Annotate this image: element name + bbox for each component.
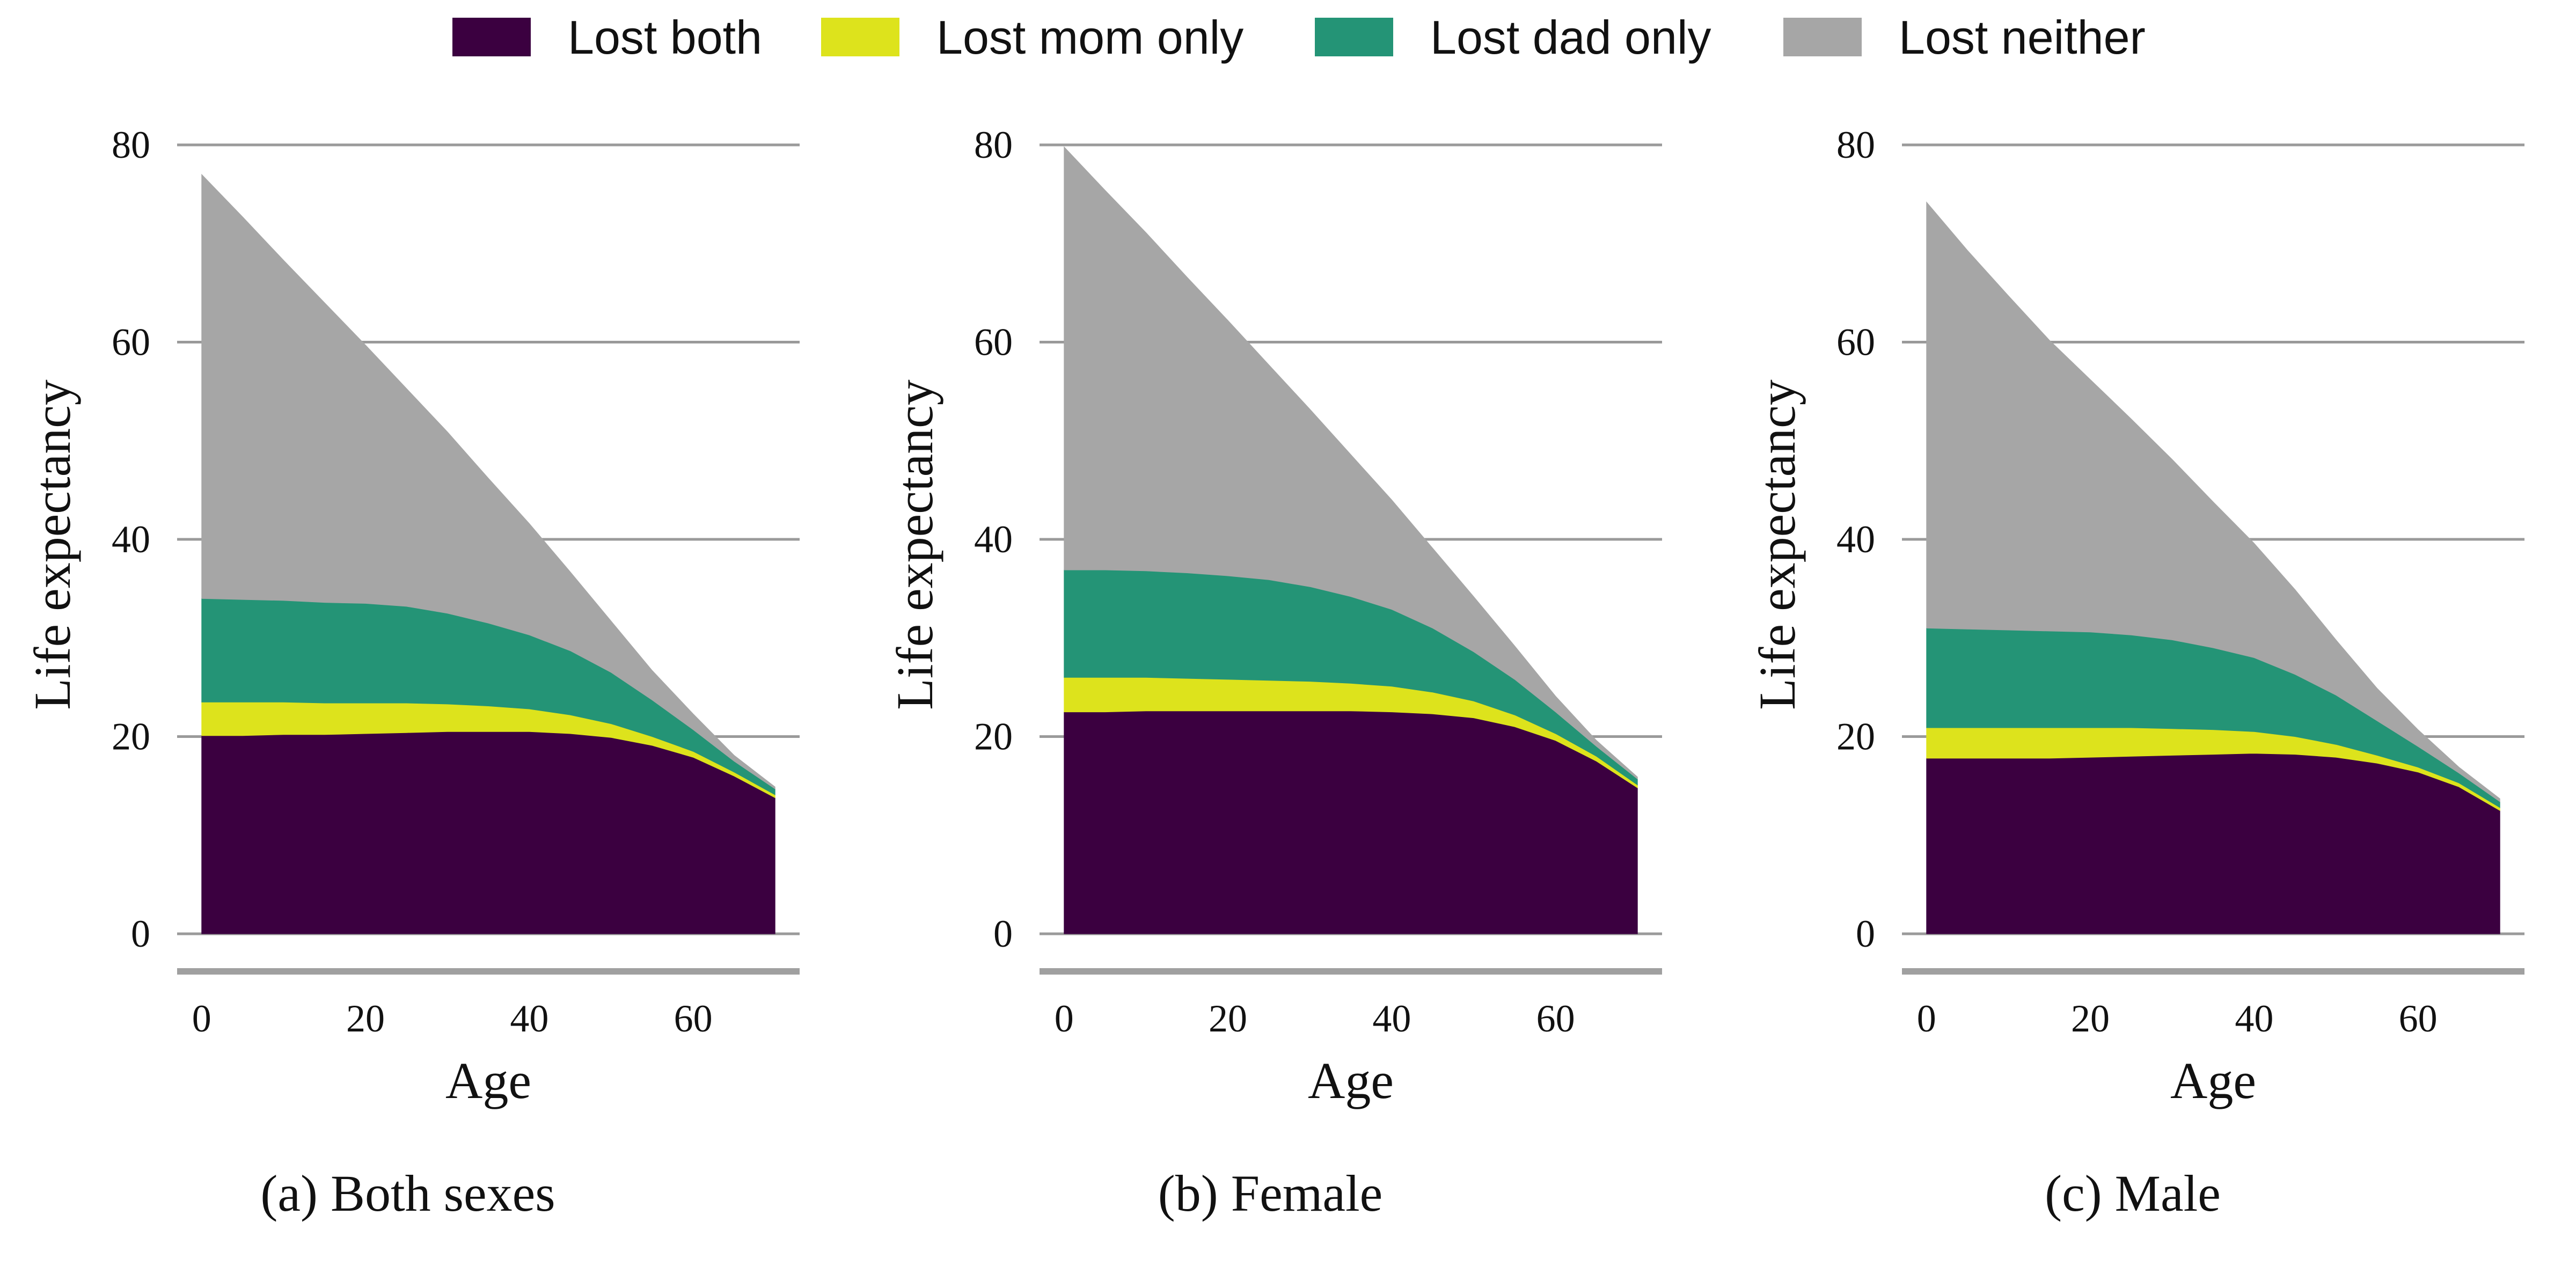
x-tick-label: 60 xyxy=(1536,997,1575,1040)
panel-female: 0 20 40 60 0 20 40 60 80 Age Life expectancy (b) Fe… xyxy=(886,123,1662,1222)
y-tick-label: 60 xyxy=(112,321,150,364)
y-axis-title: Life expectancy xyxy=(24,379,81,710)
y-tick-label: 80 xyxy=(112,123,150,166)
legend-swatch-lost-mom-only xyxy=(821,18,899,56)
y-tick-label: 0 xyxy=(1856,912,1875,955)
y-tick-label: 80 xyxy=(1836,123,1875,166)
x-tick-label: 60 xyxy=(674,997,713,1040)
legend-label-lost-both: Lost both xyxy=(568,11,762,64)
legend-item-lost-dad-only: Lost dad only xyxy=(1315,11,1711,64)
y-tick-label: 20 xyxy=(112,715,150,758)
y-tick-label: 20 xyxy=(974,715,1013,758)
x-axis-title: Age xyxy=(2170,1052,2256,1109)
legend-swatch-lost-neither xyxy=(1783,18,1862,56)
panel-male: 0 20 40 60 0 20 40 60 80 Age Life expectancy (c) Ma… xyxy=(1748,123,2524,1222)
x-tick-label: 20 xyxy=(346,997,385,1040)
legend-item-lost-mom-only: Lost mom only xyxy=(821,11,1243,64)
y-tick-label: 20 xyxy=(1836,715,1875,758)
area-lost-both xyxy=(1926,753,2500,934)
y-tick-label: 0 xyxy=(131,912,150,955)
area-lost-neither xyxy=(1926,201,2500,802)
y-tick-label: 60 xyxy=(974,321,1013,364)
x-axis-title: Age xyxy=(445,1052,531,1109)
legend: Lost both Lost mom only Lost dad only Lost … xyxy=(452,11,2146,64)
x-tick-label: 0 xyxy=(1055,997,1074,1040)
x-tick-label: 40 xyxy=(510,997,548,1040)
legend-label-lost-dad-only: Lost dad only xyxy=(1430,11,1711,64)
y-tick-label: 40 xyxy=(974,518,1013,561)
area-lost-neither xyxy=(201,173,775,789)
legend-item-lost-both: Lost both xyxy=(452,11,762,64)
y-tick-label: 80 xyxy=(974,123,1013,166)
y-tick-label: 60 xyxy=(1836,321,1875,364)
x-tick-label: 40 xyxy=(1372,997,1411,1040)
x-tick-label: 40 xyxy=(2235,997,2273,1040)
panel-caption: (b) Female xyxy=(1158,1165,1383,1222)
x-tick-label: 0 xyxy=(1917,997,1936,1040)
legend-swatch-lost-both xyxy=(452,18,531,56)
y-tick-label: 0 xyxy=(993,912,1013,955)
panel-caption: (a) Both sexes xyxy=(260,1165,555,1222)
legend-label-lost-mom-only: Lost mom only xyxy=(936,11,1243,64)
y-tick-label: 40 xyxy=(112,518,150,561)
panel-caption: (c) Male xyxy=(2045,1165,2221,1222)
legend-label-lost-neither: Lost neither xyxy=(1899,11,2146,64)
legend-swatch-lost-dad-only xyxy=(1315,18,1393,56)
x-tick-label: 60 xyxy=(2399,997,2438,1040)
x-axis-title: Age xyxy=(1308,1052,1394,1109)
legend-item-lost-neither: Lost neither xyxy=(1783,11,2146,64)
area-lost-both xyxy=(1064,711,1638,934)
area-lost-neither xyxy=(1064,146,1638,780)
y-axis-title: Life expectancy xyxy=(886,379,943,710)
area-lost-both xyxy=(201,731,775,934)
x-tick-label: 20 xyxy=(1209,997,1247,1040)
x-tick-label: 20 xyxy=(2071,997,2110,1040)
y-axis-title: Life expectancy xyxy=(1748,379,1806,710)
x-tick-label: 0 xyxy=(192,997,211,1040)
panel-both-sexes: 0 20 40 60 0 20 40 60 80 Age Life expectancy (a) Bo… xyxy=(24,123,800,1222)
panels: 0 20 40 60 0 20 40 60 80 Age Life expectancy (a) Bo… xyxy=(24,123,2524,1222)
y-tick-label: 40 xyxy=(1836,518,1875,561)
